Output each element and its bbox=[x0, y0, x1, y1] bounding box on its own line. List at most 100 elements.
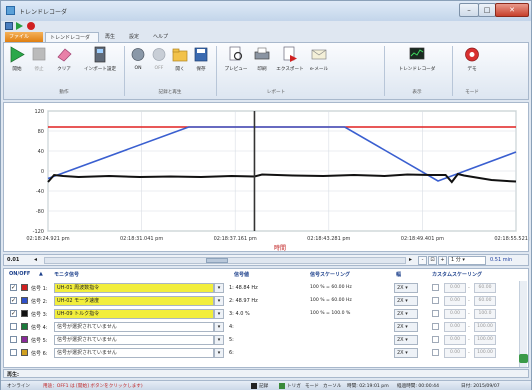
tab-settings[interactable]: 設定 bbox=[129, 34, 140, 40]
custom-scaling-checkbox[interactable] bbox=[432, 323, 439, 330]
span-select[interactable]: 1 分 ▾ bbox=[448, 256, 486, 265]
trend-chart[interactable]: 120 80 40 0 -40 -80 -120 02:18:24.921 pm 02:18:3… bbox=[3, 102, 530, 252]
signal-checkbox[interactable] bbox=[10, 349, 17, 356]
color-swatch[interactable] bbox=[21, 284, 28, 291]
signal-checkbox[interactable] bbox=[10, 336, 17, 343]
series-line-2 bbox=[47, 126, 517, 182]
save-icon[interactable] bbox=[5, 22, 13, 30]
scrollbar-thumb[interactable] bbox=[206, 258, 228, 263]
custom-scaling-max[interactable]: 100.00 bbox=[474, 335, 496, 345]
width-select[interactable]: 2X ▾ bbox=[394, 335, 418, 345]
trend-recorder-button[interactable]: トレンドレコーダ bbox=[392, 46, 442, 82]
start-button[interactable]: 開始 bbox=[6, 46, 28, 82]
signal-select[interactable]: UH-09 トルク指令 bbox=[54, 309, 214, 319]
chevron-down-icon[interactable]: ▾ bbox=[214, 283, 224, 293]
color-swatch[interactable] bbox=[21, 297, 28, 304]
signal-select[interactable]: UH-02 モータ速度 bbox=[54, 296, 214, 306]
custom-scaling-min[interactable]: 0.00 bbox=[444, 348, 466, 358]
signal-select[interactable]: UH-01 周波数指令 bbox=[54, 283, 214, 293]
close-button[interactable]: ✕ bbox=[495, 3, 529, 17]
stop-button[interactable]: 停止 bbox=[29, 46, 49, 82]
x-tick-label: 02:18:24.921 pm bbox=[26, 236, 69, 242]
time-scrollbar[interactable] bbox=[44, 257, 406, 264]
channel-name: 信号 6: bbox=[31, 351, 48, 357]
app-icon bbox=[6, 6, 15, 15]
signal-select[interactable]: 信号が選択されていません bbox=[54, 335, 214, 345]
on-button[interactable]: ON bbox=[128, 46, 148, 82]
chevron-down-icon[interactable]: ▾ bbox=[214, 322, 224, 332]
tab-file[interactable]: ファイル bbox=[5, 32, 43, 42]
color-swatch[interactable] bbox=[21, 310, 28, 317]
custom-scaling-max[interactable]: 100.0 bbox=[474, 309, 496, 319]
color-swatch[interactable] bbox=[21, 349, 28, 356]
export-button[interactable]: エクスポート bbox=[274, 46, 306, 82]
custom-scaling-checkbox[interactable] bbox=[432, 336, 439, 343]
color-swatch[interactable] bbox=[21, 336, 28, 343]
signal-checkbox[interactable]: ✓ bbox=[10, 297, 17, 304]
table-scrollbar[interactable] bbox=[519, 281, 527, 367]
email-button[interactable]: e-メール bbox=[308, 46, 330, 82]
zoom-fit-button[interactable]: ⊡ bbox=[428, 256, 437, 265]
custom-scaling-checkbox[interactable] bbox=[432, 349, 439, 356]
custom-scaling-checkbox[interactable] bbox=[432, 310, 439, 317]
tab-help[interactable]: ヘルプ bbox=[153, 34, 169, 40]
signal-checkbox[interactable]: ✓ bbox=[10, 284, 17, 291]
custom-scaling-min[interactable]: 0.00 bbox=[444, 322, 466, 332]
maximize-button[interactable]: □ bbox=[478, 3, 496, 17]
custom-scaling-max[interactable]: 60.00 bbox=[474, 283, 496, 293]
preview-button[interactable]: プレビュー bbox=[222, 46, 250, 82]
group-display: 表示 bbox=[412, 90, 422, 95]
demo-button[interactable]: デモ bbox=[460, 46, 484, 82]
custom-scaling-separator: - bbox=[468, 350, 470, 356]
off-button[interactable]: OFF bbox=[149, 46, 169, 82]
tab-trend-recorder[interactable]: トレンドレコーダ bbox=[45, 32, 99, 42]
color-swatch[interactable] bbox=[21, 323, 28, 330]
custom-scaling-max[interactable]: 60.00 bbox=[474, 296, 496, 306]
custom-scaling-max[interactable]: 100.00 bbox=[474, 348, 496, 358]
open-button[interactable]: 開く bbox=[170, 46, 190, 82]
span-value: 0.51 min bbox=[490, 257, 513, 263]
signal-select[interactable]: 信号が選択されていません bbox=[54, 322, 214, 332]
chevron-down-icon[interactable]: ▾ bbox=[214, 348, 224, 358]
export-icon bbox=[283, 46, 297, 62]
width-select[interactable]: 2X ▾ bbox=[394, 283, 418, 293]
zoom-out-button[interactable]: - bbox=[418, 256, 427, 265]
width-select[interactable]: 2X ▾ bbox=[394, 309, 418, 319]
minimize-button[interactable]: – bbox=[459, 3, 479, 17]
custom-scaling-checkbox[interactable] bbox=[432, 297, 439, 304]
excel-icon[interactable] bbox=[519, 354, 528, 363]
custom-scaling-min[interactable]: 0.00 bbox=[444, 283, 466, 293]
position-bar: 0.01 ◂ ▸ - ⊡ + 1 分 ▾ 0.51 min bbox=[3, 254, 529, 266]
custom-scaling-min[interactable]: 0.00 bbox=[444, 335, 466, 345]
width-select[interactable]: 2X ▾ bbox=[394, 348, 418, 358]
signal-value: 1: 48.84 Hz bbox=[229, 285, 258, 291]
col-onoff[interactable]: ON/OFF bbox=[9, 271, 31, 277]
play-icon[interactable] bbox=[16, 22, 23, 30]
col-custom-scaling: カスタムスケーリング bbox=[432, 272, 483, 278]
import-settings-button[interactable]: インポート設定 bbox=[78, 46, 122, 82]
clear-button[interactable]: クリア bbox=[51, 46, 77, 82]
chevron-down-icon[interactable]: ▾ bbox=[214, 296, 224, 306]
signal-checkbox[interactable]: ✓ bbox=[10, 310, 17, 317]
x-axis-label: 時間 bbox=[274, 244, 286, 252]
chevron-down-icon[interactable]: ▾ bbox=[214, 309, 224, 319]
save-button[interactable]: 保存 bbox=[191, 46, 211, 82]
sort-icon[interactable]: ▲ bbox=[39, 271, 43, 277]
chevron-down-icon[interactable]: ▾ bbox=[214, 335, 224, 345]
record-icon[interactable] bbox=[27, 22, 35, 30]
width-select[interactable]: 2X ▾ bbox=[394, 322, 418, 332]
signal-value: 5: bbox=[229, 337, 234, 343]
signal-checkbox[interactable] bbox=[10, 323, 17, 330]
custom-scaling-max[interactable]: 100.00 bbox=[474, 322, 496, 332]
custom-scaling-checkbox[interactable] bbox=[432, 284, 439, 291]
online-status: オンライン bbox=[7, 384, 30, 389]
custom-scaling-min[interactable]: 0.00 bbox=[444, 309, 466, 319]
width-select[interactable]: 2X ▾ bbox=[394, 296, 418, 306]
scroll-right-icon[interactable]: ▸ bbox=[409, 256, 413, 263]
custom-scaling-min[interactable]: 0.00 bbox=[444, 296, 466, 306]
scroll-left-icon[interactable]: ◂ bbox=[34, 256, 38, 263]
zoom-in-button[interactable]: + bbox=[438, 256, 447, 265]
tab-playback[interactable]: 再生 bbox=[105, 34, 116, 40]
print-button[interactable]: 印刷 bbox=[252, 46, 272, 82]
signal-select[interactable]: 信号が選択されていません bbox=[54, 348, 214, 358]
